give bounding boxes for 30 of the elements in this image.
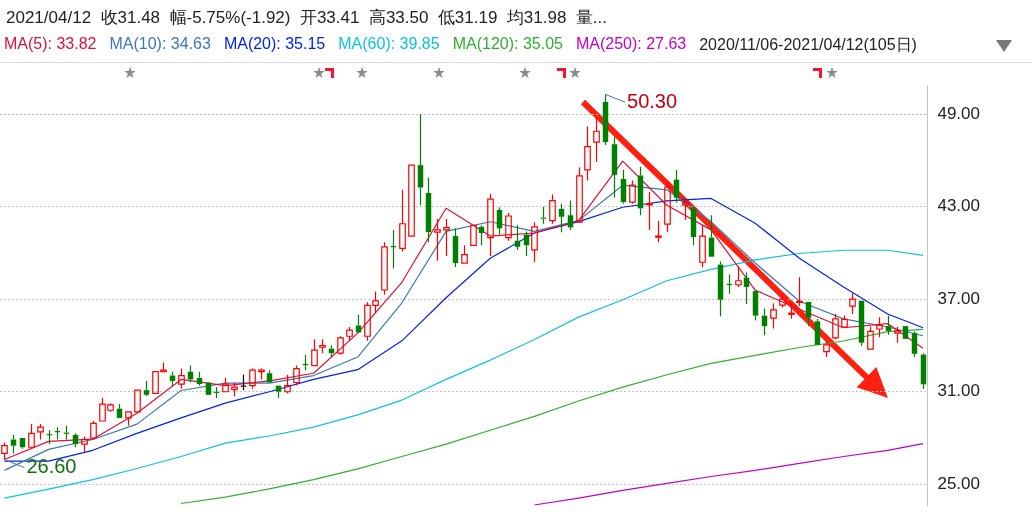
candlestick [434, 218, 441, 262]
text: MA(250): 27.63 [575, 35, 687, 54]
y-tick-label: 31.00 [937, 381, 981, 401]
candlestick [611, 136, 618, 199]
text: MA(60): 39.85 [338, 35, 440, 54]
candlestick [399, 189, 406, 253]
candlestick [593, 116, 600, 163]
text: MA(20): 35.15 [223, 35, 326, 54]
y-tick-label: 25.00 [937, 473, 981, 493]
candlestick [558, 203, 565, 233]
annotation: 26.60 [26, 455, 77, 478]
candlestick [417, 113, 424, 206]
candlestick [646, 191, 653, 231]
text: MA(120): 35.05 [452, 35, 563, 54]
y-tick-label: 43.00 [937, 196, 981, 216]
chart-title: 2021/04/12 收31.48 幅-5.75%(-1.92) 开33.41 高33.50 低31.19 均31.98 量... [6, 7, 608, 29]
candlestick [717, 260, 724, 317]
candlestick [655, 220, 662, 243]
candlestick [425, 176, 432, 243]
candlestick [487, 193, 494, 257]
annotation: 50.30 [627, 89, 678, 112]
y-tick-label: 37.00 [937, 288, 981, 308]
text: MA(10): 34.63 [109, 35, 211, 54]
candlestick [443, 218, 450, 257]
candlestick [682, 198, 689, 221]
y-tick-label: 49.00 [937, 103, 981, 123]
candlestick [708, 214, 715, 257]
candlestick [584, 126, 591, 182]
text: MA(5): 33.82 [4, 35, 97, 54]
chart-subtitle: 2020/11/06-2021/04/12(105日) [699, 35, 917, 55]
